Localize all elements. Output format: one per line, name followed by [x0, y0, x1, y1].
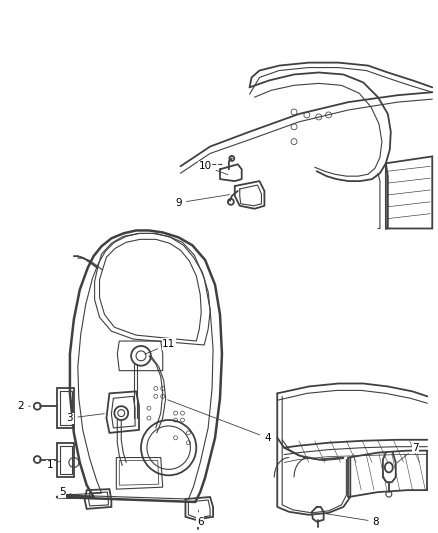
Text: 11: 11: [145, 339, 175, 354]
Text: 1: 1: [47, 461, 60, 471]
Text: 5: 5: [59, 487, 81, 497]
Text: 2: 2: [17, 401, 30, 411]
Text: 8: 8: [325, 513, 379, 527]
Text: 9: 9: [175, 195, 230, 208]
Text: 3: 3: [67, 413, 104, 423]
Text: 7: 7: [397, 443, 419, 463]
Text: 4: 4: [168, 400, 271, 443]
Text: 10: 10: [198, 161, 228, 175]
Text: 6: 6: [197, 510, 204, 527]
